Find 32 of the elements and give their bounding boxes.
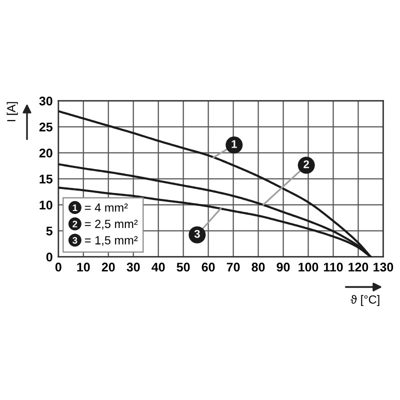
x-tick-label: 130	[374, 262, 394, 272]
y-tick-label: 0	[46, 252, 52, 262]
x-axis-title: ϑ [°C]	[350, 295, 380, 306]
text: 3	[72, 237, 78, 244]
x-tick-label: 30	[126, 262, 140, 272]
y-tick-label: 5	[46, 226, 52, 236]
y-axis-title: I [A]	[6, 102, 18, 122]
x-tick-label: 80	[252, 262, 265, 272]
x-tick-label: 70	[226, 262, 240, 272]
x-tick-label: 90	[276, 262, 290, 272]
x-tick-label: 10	[77, 262, 90, 272]
legend-label: = 4 mm²	[84, 203, 128, 212]
x-tick-label: 40	[152, 262, 165, 272]
y-tick-label: 15	[40, 174, 52, 184]
y-tick-label: 10	[40, 200, 52, 210]
annotation: 2	[304, 160, 309, 168]
y-tick-label: 30	[39, 96, 52, 106]
text: 2	[72, 220, 78, 228]
x-tick-label: 110	[324, 262, 343, 272]
x-tick-label: 50	[176, 262, 190, 272]
x-tick-label: 120	[348, 262, 368, 272]
legend-label: = 2,5 mm²	[84, 220, 138, 230]
x-tick-label: 20	[102, 262, 115, 272]
x-tick-label: 0	[55, 262, 62, 272]
text: 1	[72, 204, 78, 211]
x-tick-label: 60	[202, 262, 215, 272]
annotation: 3	[194, 230, 200, 238]
y-tick-label: 25	[39, 122, 52, 132]
y-tick-label: 20	[39, 148, 52, 158]
legend-label: = 1,5 mm²	[84, 236, 138, 246]
annotation: 1	[232, 140, 237, 148]
x-tick-label: 100	[298, 262, 318, 272]
